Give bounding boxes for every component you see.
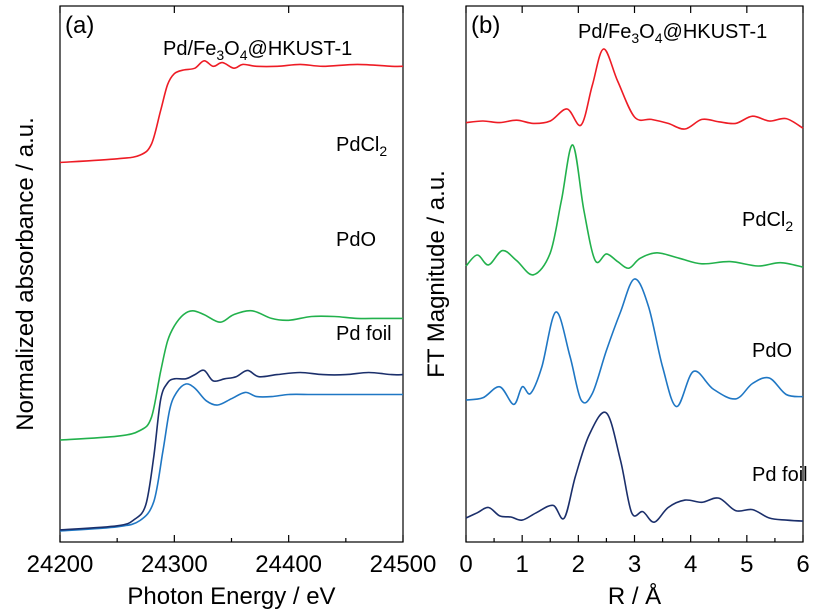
series-line-pd-foil bbox=[465, 411, 804, 523]
series-line-pdo bbox=[465, 278, 804, 408]
x-tick-label: 0 bbox=[459, 551, 472, 578]
series-label: PdCl2 bbox=[742, 209, 793, 234]
x-tick-label: 5 bbox=[740, 551, 753, 578]
x-tick-label: 3 bbox=[628, 551, 641, 578]
series-line-pd-foil bbox=[59, 369, 404, 531]
series-line-pdo bbox=[59, 383, 403, 532]
panel-label: (a) bbox=[65, 12, 94, 39]
series-label: Pd/Fe3O4@HKUST-1 bbox=[578, 21, 767, 46]
series-line-pd-fe3o4-hkust-1 bbox=[59, 60, 404, 164]
x-tick-label: 2 bbox=[572, 551, 585, 578]
series-label: PdO bbox=[336, 229, 376, 251]
panel-frame bbox=[59, 5, 404, 543]
panel-label: (b) bbox=[471, 12, 500, 39]
x-axis-label: R / Å bbox=[608, 582, 661, 610]
y-axis-label: Normalized absorbance / a.u. bbox=[12, 117, 39, 431]
x-tick-label: 24400 bbox=[255, 551, 322, 578]
x-axis-label: Photon Energy / eV bbox=[127, 583, 335, 610]
series-label: Pd foil bbox=[752, 464, 808, 486]
x-tick-label: 24200 bbox=[27, 551, 94, 578]
x-tick-label: 24300 bbox=[141, 551, 208, 578]
x-tick-label: 4 bbox=[684, 551, 697, 578]
panel-frame bbox=[465, 5, 804, 543]
y-axis-label: FT Magnitude / a.u. bbox=[423, 170, 450, 378]
series-line-pdcl2 bbox=[465, 144, 804, 276]
x-tick-label: 6 bbox=[796, 551, 809, 578]
x-tick-label: 1 bbox=[515, 551, 528, 578]
series-label: PdCl2 bbox=[336, 134, 387, 159]
series-label: Pd/Fe3O4@HKUST-1 bbox=[163, 38, 352, 63]
series-label: PdO bbox=[752, 340, 792, 362]
series-line-pdcl2 bbox=[59, 309, 403, 441]
series-line-pd-fe3o4-hkust-1 bbox=[465, 48, 804, 130]
series-label: Pd foil bbox=[336, 323, 392, 345]
x-tick-label: 24500 bbox=[370, 551, 437, 578]
